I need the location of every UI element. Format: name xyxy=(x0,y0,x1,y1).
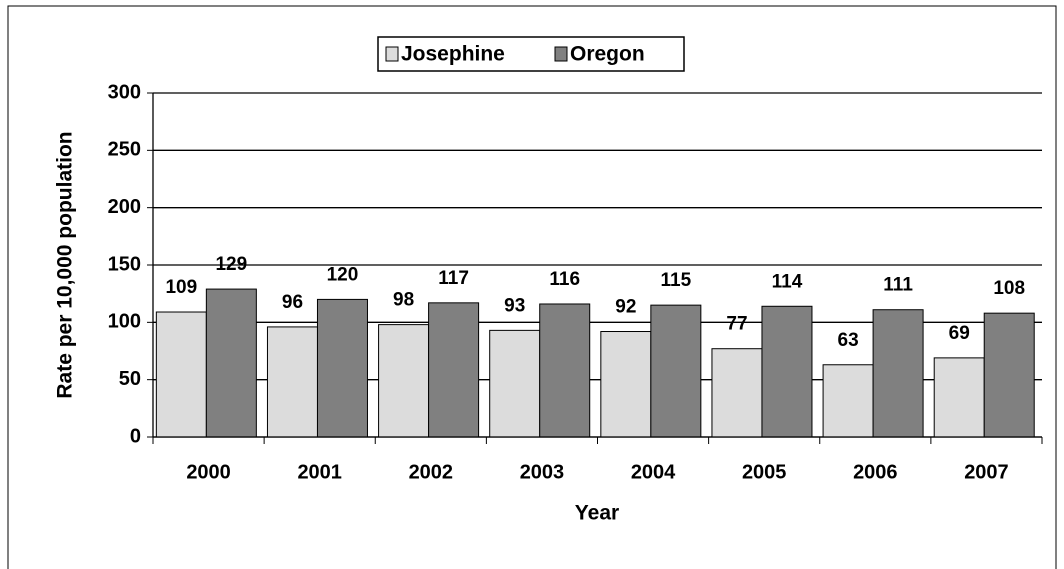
y-tick-label: 200 xyxy=(108,196,141,218)
x-tick-label: 2002 xyxy=(409,461,454,483)
legend-box xyxy=(377,36,685,72)
bar xyxy=(933,357,985,438)
legend-swatch xyxy=(554,46,568,62)
bar xyxy=(983,312,1035,438)
y-tick-label: 50 xyxy=(119,368,141,390)
bar xyxy=(872,309,924,438)
bar xyxy=(489,329,541,438)
value-label: 98 xyxy=(393,290,414,311)
value-label: 69 xyxy=(949,323,970,344)
value-label: 93 xyxy=(504,295,525,316)
value-label: 115 xyxy=(661,270,692,291)
y-axis-title: Rate per 10,000 population xyxy=(54,131,77,398)
value-label: 63 xyxy=(838,330,859,351)
bar xyxy=(378,324,430,438)
legend-label: Josephine xyxy=(401,43,505,66)
value-label: 129 xyxy=(215,254,247,275)
x-tick-label: 2007 xyxy=(964,461,1009,483)
x-axis-title: Year xyxy=(575,502,619,525)
y-tick-label: 0 xyxy=(130,425,141,447)
x-tick-label: 2004 xyxy=(631,461,676,483)
x-tick-label: 2005 xyxy=(742,461,787,483)
bar xyxy=(428,302,480,438)
y-tick-label: 300 xyxy=(108,81,141,103)
value-label: 96 xyxy=(282,292,303,313)
bar xyxy=(761,305,813,438)
legend-label: Oregon xyxy=(570,43,645,66)
bar xyxy=(711,348,763,438)
value-label: 117 xyxy=(438,268,469,289)
x-tick-label: 2006 xyxy=(853,461,898,483)
value-label: 77 xyxy=(726,314,747,335)
chart-frame xyxy=(7,5,1057,569)
x-tick-label: 2003 xyxy=(520,461,565,483)
value-label: 116 xyxy=(549,269,580,290)
legend-swatch xyxy=(385,46,399,62)
bar xyxy=(316,298,368,438)
value-label: 111 xyxy=(883,275,913,296)
bar xyxy=(822,364,874,438)
bar xyxy=(266,326,318,438)
bar xyxy=(539,303,591,438)
y-tick-label: 150 xyxy=(108,253,141,275)
x-tick-label: 2001 xyxy=(297,461,342,483)
bar xyxy=(155,311,207,438)
value-label: 120 xyxy=(327,264,359,285)
value-label: 114 xyxy=(772,271,803,292)
bar xyxy=(205,288,257,438)
value-label: 92 xyxy=(615,297,636,318)
bar xyxy=(650,304,702,438)
value-label: 109 xyxy=(165,277,197,298)
bar xyxy=(600,331,652,438)
value-label: 108 xyxy=(993,278,1025,299)
y-tick-label: 100 xyxy=(108,311,141,333)
x-tick-label: 2000 xyxy=(186,461,231,483)
y-tick-label: 250 xyxy=(108,139,141,161)
